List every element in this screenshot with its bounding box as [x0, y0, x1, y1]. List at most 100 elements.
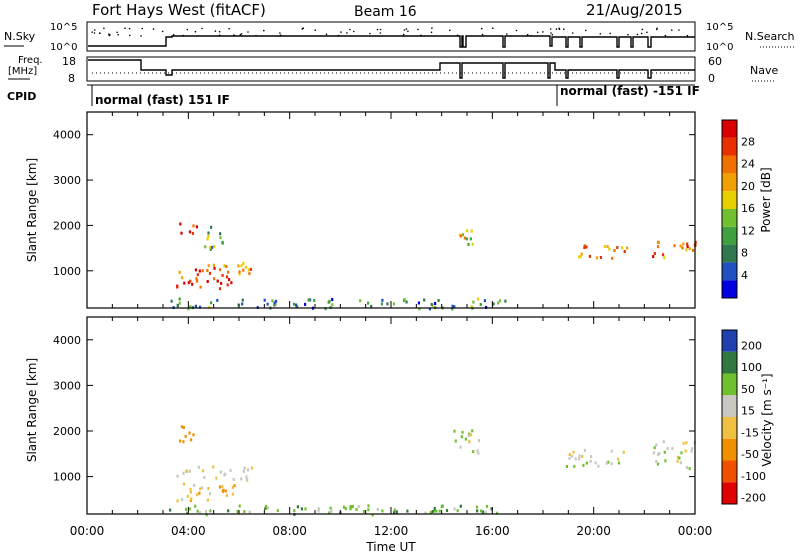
power-cell: [181, 276, 184, 280]
power-cell: [240, 264, 243, 268]
power-cell: [263, 298, 266, 302]
velocity-cell: [572, 450, 575, 454]
velocity-cell: [300, 507, 303, 511]
velocity-cell: [362, 510, 366, 513]
nsearch-point: [240, 33, 243, 35]
velocity-cell: [653, 446, 656, 450]
colorbar-tick-label: -100: [741, 470, 766, 483]
cpid-panel: CPID normal (fast) 151 IF normal (fast) …: [7, 84, 700, 107]
velocity-cell: [225, 494, 228, 497]
velocity-cell: [250, 466, 254, 470]
nsearch-point: [430, 31, 433, 34]
velocity-cell: [248, 510, 251, 514]
velocity-cell: [585, 461, 588, 465]
velocity-cell: [293, 509, 296, 513]
nave-tick-top: 60: [708, 55, 722, 68]
power-cell: [430, 302, 433, 306]
velocity-cell: [317, 509, 320, 513]
power-cell: [238, 272, 241, 276]
velocity-cell: [304, 507, 307, 511]
colorbar-tick-label: 100: [741, 361, 762, 374]
velocity-cell: [684, 449, 687, 453]
nsearch-point: [640, 32, 643, 35]
power-cell: [295, 303, 298, 307]
velocity-cell: [476, 449, 479, 453]
power-cell: [469, 237, 472, 241]
velocity-cell: [198, 491, 201, 495]
power-cell: [472, 300, 475, 304]
y-tick-label: 3000: [53, 174, 81, 187]
power-cell: [595, 256, 599, 260]
velocity-cell: [676, 459, 679, 463]
power-cell: [219, 236, 222, 240]
nsearch-point: [402, 33, 405, 36]
velocity-cell: [176, 474, 179, 478]
velocity-cell: [367, 504, 370, 508]
velocity-cell: [229, 469, 232, 472]
velocity-cell: [181, 498, 184, 501]
nsearch-point: [182, 34, 185, 37]
colorbar-tick-label: 200: [741, 339, 762, 352]
velocity-cell: [459, 445, 462, 449]
colorbar-swatch: [722, 155, 737, 174]
velocity-cell: [242, 469, 245, 473]
colorbar-swatch: [722, 262, 737, 281]
velocity-cell: [197, 465, 200, 469]
power-cell: [195, 225, 198, 229]
nsearch-point: [585, 29, 587, 32]
nsearch-point: [314, 29, 317, 32]
power-cell: [477, 297, 480, 301]
power-cell: [176, 285, 179, 289]
velocity-cell: [467, 434, 470, 437]
velocity-cell: [565, 465, 568, 468]
velocity-cell: [688, 467, 691, 471]
power-cell: [176, 304, 179, 308]
power-cell: [196, 273, 199, 277]
y-tick-label: 1000: [53, 265, 81, 278]
power-cell: [220, 281, 223, 285]
power-cell: [206, 280, 209, 283]
power-cell: [238, 270, 241, 274]
power-cell: [241, 302, 244, 306]
velocity-cell: [190, 497, 193, 501]
power-cell: [460, 234, 463, 238]
nsearch-point: [515, 29, 518, 32]
x-tick-label: 08:00: [272, 524, 307, 538]
power-cell: [386, 302, 389, 306]
nsearch-point: [492, 27, 494, 30]
nsearch-point: [671, 29, 673, 31]
colorbar-tick-label: 24: [741, 158, 755, 171]
velocity-cell: [349, 507, 352, 511]
power-cell: [608, 247, 611, 251]
power-cell: [579, 255, 582, 259]
velocity-cell: [435, 509, 438, 513]
velocity-cell: [617, 461, 621, 465]
velocity-ylabel: Slant Range [km]: [25, 358, 39, 462]
nsearch-point: [542, 31, 544, 33]
power-cell: [212, 263, 215, 267]
velocity-cell: [328, 511, 331, 515]
y-tick-label: 3000: [53, 379, 81, 392]
velocity-cell: [186, 494, 189, 498]
power-cell: [180, 231, 183, 235]
power-cell: [247, 268, 250, 272]
freq-trace: [88, 59, 695, 79]
power-cell: [485, 305, 488, 309]
nsearch-point: [255, 34, 257, 37]
velocity-cell: [236, 510, 239, 513]
velocity-cell: [459, 504, 462, 508]
velocity-cell: [424, 511, 427, 515]
colorbar-swatch: [722, 191, 737, 209]
velocity-cell: [484, 510, 487, 514]
velocity-cell: [355, 508, 358, 512]
power-cell: [213, 245, 216, 248]
power-cell: [583, 246, 586, 249]
nsearch-point: [337, 34, 340, 37]
nsearch-point: [116, 31, 118, 34]
power-cell: [657, 241, 660, 244]
velocity-cell: [201, 469, 205, 473]
velocity-cell: [652, 451, 655, 455]
y-tick-label: 2000: [53, 219, 81, 232]
velocity-cell: [475, 505, 479, 509]
nsearch-point: [555, 28, 558, 30]
